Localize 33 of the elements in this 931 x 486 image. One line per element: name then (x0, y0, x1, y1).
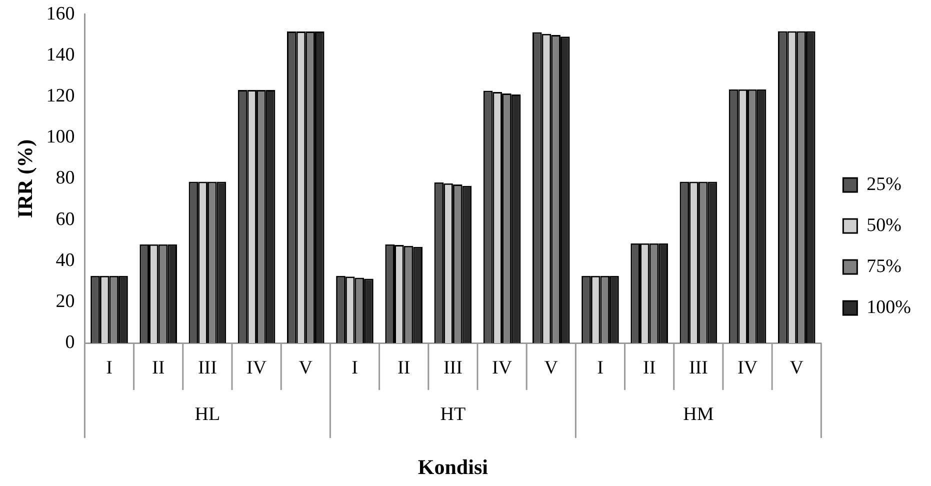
y-tick-label: 80 (56, 168, 75, 189)
y-tick-label: 20 (56, 290, 75, 312)
x-tick-label: III (443, 357, 462, 378)
y-tick-label: 120 (46, 86, 75, 107)
x-tick-label: II (398, 357, 410, 378)
x-tick-label: V (544, 357, 558, 378)
x-tick-label: III (198, 357, 217, 378)
y-tick-label: 160 (46, 3, 75, 24)
text: HT (440, 404, 466, 425)
legend-label: 50% (866, 214, 902, 236)
x-tick-label: V (298, 357, 313, 378)
legend-label: 75% (866, 256, 902, 277)
x-tick-label: IV (737, 357, 758, 378)
x-tick-label: IV (246, 357, 267, 378)
y-tick-label: 100 (46, 126, 75, 148)
legend-label: 25% (866, 174, 902, 195)
y-tick-label: 60 (56, 208, 75, 230)
y-tick-label: 40 (56, 250, 75, 271)
x-tick-label: I (352, 357, 358, 378)
y-axis-title: IRR (%) (13, 139, 38, 218)
y-tick-label: 140 (46, 44, 75, 66)
y-tick-label: 0 (65, 332, 75, 353)
x-tick-label: V (790, 357, 804, 378)
x-tick-label: II (643, 357, 656, 378)
text: HM (683, 404, 714, 425)
x-tick-label: II (152, 357, 165, 378)
text: HL (194, 404, 220, 425)
legend-label: 100% (866, 296, 912, 318)
x-tick-label: I (597, 357, 604, 378)
x-axis-title: Kondisi (418, 454, 488, 479)
x-tick-label: III (688, 357, 708, 378)
x-tick-label: IV (492, 357, 512, 378)
x-tick-label: I (106, 357, 112, 378)
